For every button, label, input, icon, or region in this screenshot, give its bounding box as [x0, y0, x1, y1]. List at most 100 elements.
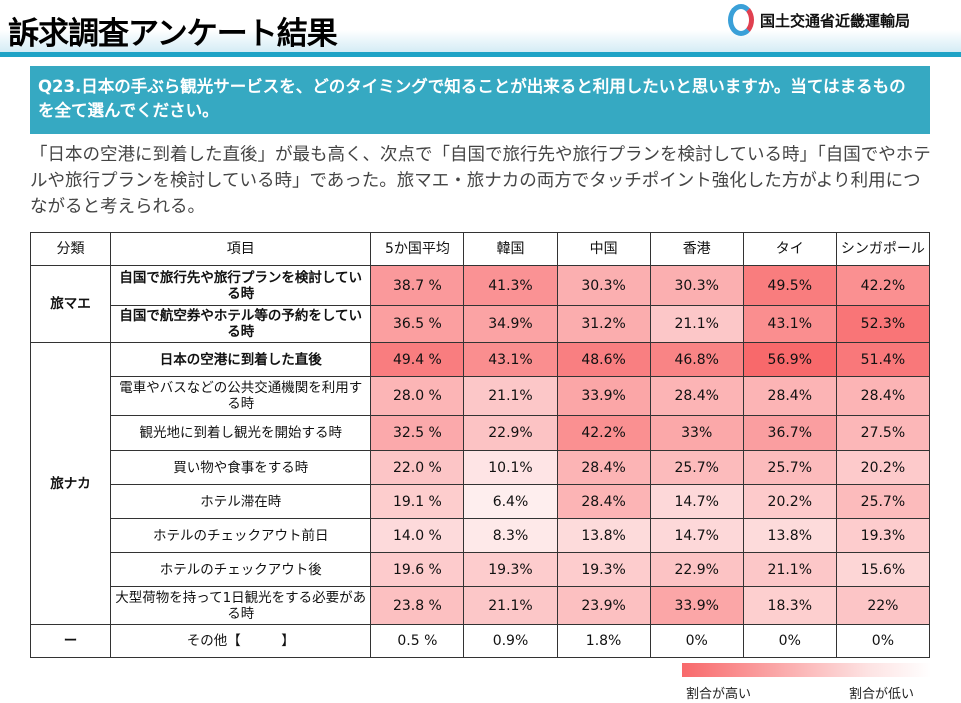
value-cell: 28.4%: [556, 450, 651, 485]
value-cell: 46.8%: [649, 342, 744, 377]
item-cell: ホテルのチェックアウト後: [110, 552, 372, 587]
value-cell: 13.8%: [556, 518, 651, 553]
value-cell: 31.2%: [556, 305, 651, 343]
value-cell: 0%: [835, 624, 931, 658]
value-cell: 33.9%: [649, 586, 744, 625]
item-cell: その他【 】: [110, 624, 372, 658]
value-cell: 18.3%: [742, 586, 837, 625]
value-cell: 23.9%: [556, 586, 651, 625]
value-cell: 42.2%: [556, 415, 651, 451]
value-cell: 22.9%: [649, 552, 744, 587]
value-cell: 36.5 %: [370, 305, 465, 343]
value-cell: 41.3%: [463, 265, 558, 306]
column-header: タイ: [742, 232, 837, 266]
value-cell: 38.7 %: [370, 265, 465, 306]
item-cell: 買い物や食事をする時: [110, 450, 372, 485]
table-row: 旅マエ 自国で旅行先や旅行プランを検討している時 38.7 % 41.3% 30.3% 3…: [29, 265, 931, 343]
legend-high: 割合が高い: [686, 687, 752, 702]
value-cell: 10.1%: [463, 450, 558, 485]
table-row: ホテルのチェックアウト前日 14.0 % 8.3% 13.8% 14.7% 13.8% 19…: [31, 518, 931, 553]
value-cell: 0.9%: [463, 624, 558, 658]
table-row: 電車やバスなどの公共交通機関を利用する時 28.0 % 21.1% 33.9% 28.4…: [31, 376, 931, 416]
value-cell: 49.5%: [742, 265, 837, 306]
table-row: 大型荷物を持って1日観光をする必要がある時 23.8 % 21.1% 23.9% 33.…: [31, 586, 931, 625]
column-header: シンガポール: [835, 232, 931, 266]
value-cell: 27.5%: [835, 415, 931, 451]
value-cell: 28.4%: [835, 376, 931, 416]
value-cell: 19.3%: [463, 552, 558, 587]
table-row: 旅ナカ 日本の空港に到着した直後 49.4 % 43.1% 48.6% 46.8% 56.9…: [29, 342, 931, 625]
value-cell: 51.4%: [835, 342, 931, 377]
item-cell: 自国で航空券やホテル等の予約をしている時: [110, 305, 372, 343]
value-cell: 20.2%: [742, 484, 837, 519]
value-cell: 56.9%: [742, 342, 837, 377]
table-row: ホテルのチェックアウト後 19.6 % 19.3% 19.3% 22.9% 21.1% 15…: [31, 552, 931, 587]
table-row: 自国で航空券やホテル等の予約をしている時 36.5 % 34.9% 31.2% 21.1…: [31, 305, 931, 343]
legend-low: 割合が低い: [849, 687, 915, 702]
table-row: 買い物や食事をする時 22.0 % 10.1% 28.4% 25.7% 25.7% 20.2…: [31, 450, 931, 485]
value-cell: 43.1%: [742, 305, 837, 343]
item-cell: 日本の空港に到着した直後: [110, 342, 372, 377]
table-row: 観光地に到着し観光を開始する時 32.5 % 22.9% 42.2% 33% 36.7% 2…: [31, 415, 931, 451]
value-cell: 36.7%: [742, 415, 837, 451]
value-cell: 28.4%: [742, 376, 837, 416]
table-row: ホテル滞在時 19.1 % 6.4% 28.4% 14.7% 20.2% 25.7%: [31, 484, 931, 519]
value-cell: 48.6%: [556, 342, 651, 377]
value-cell: 14.7%: [649, 518, 744, 553]
item-cell: ホテルのチェックアウト前日: [110, 518, 372, 553]
question-box: Q23.日本の手ぶら観光サービスを、どのタイミングで知ることが出来ると利用したい…: [30, 66, 930, 134]
value-cell: 21.1%: [649, 305, 744, 343]
column-header: 韓国: [463, 232, 558, 266]
summary-text: 「日本の空港に到着した直後」が最も高く、次点で「自国で旅行先や旅行プランを検討し…: [30, 145, 931, 217]
item-cell: 観光地に到着し観光を開始する時: [110, 415, 372, 451]
value-cell: 21.1%: [742, 552, 837, 587]
value-cell: 42.2%: [835, 265, 931, 306]
value-cell: 52.3%: [835, 305, 931, 343]
value-cell: 14.7%: [649, 484, 744, 519]
value-cell: 19.6 %: [370, 552, 465, 587]
item-cell: 大型荷物を持って1日観光をする必要がある時: [110, 586, 372, 625]
value-cell: 13.8%: [742, 518, 837, 553]
org-logo: 国土交通省近畿運輸局: [728, 4, 910, 36]
value-cell: 0.5 %: [370, 624, 465, 658]
item-cell: 電車やバスなどの公共交通機関を利用する時: [110, 376, 372, 416]
column-header: 中国: [556, 232, 651, 266]
value-cell: 15.6%: [835, 552, 931, 587]
value-cell: 19.1 %: [370, 484, 465, 519]
value-cell: 6.4%: [463, 484, 558, 519]
value-cell: 34.9%: [463, 305, 558, 343]
value-cell: 43.1%: [463, 342, 558, 377]
value-cell: 28.4%: [556, 484, 651, 519]
page-title: 訴求調査アンケート結果: [8, 16, 338, 52]
header-line: [0, 52, 961, 57]
value-cell: 25.7%: [835, 484, 931, 519]
value-cell: 1.8%: [556, 624, 651, 658]
column-header: 項目: [110, 232, 372, 266]
value-cell: 23.8 %: [370, 586, 465, 625]
value-cell: 25.7%: [649, 450, 744, 485]
value-cell: 49.4 %: [370, 342, 465, 377]
item-cell: ホテル滞在時: [110, 484, 372, 519]
header-band: [0, 30, 961, 52]
value-cell: 22.9%: [463, 415, 558, 451]
category-cell: 旅ナカ: [29, 342, 112, 625]
value-cell: 14.0 %: [370, 518, 465, 553]
value-cell: 28.4%: [649, 376, 744, 416]
value-cell: 33%: [649, 415, 744, 451]
value-cell: 21.1%: [463, 376, 558, 416]
column-header: 分類: [29, 232, 112, 266]
table-row: ーその他【 】 0.5 % 0.9% 1.8% 0% 0% 0%: [29, 624, 931, 658]
results-table: 分類 項目 5か国平均 韓国 中国 香港 タイ シンガポール 旅マエ 自国で旅行先や旅行プランを検…: [29, 232, 931, 658]
value-cell: 32.5 %: [370, 415, 465, 451]
category-cell: 旅マエ: [29, 265, 112, 343]
value-cell: 33.9%: [556, 376, 651, 416]
legend-gradient: [682, 663, 931, 677]
item-cell: 自国で旅行先や旅行プランを検討している時: [110, 265, 372, 306]
column-header: 香港: [649, 232, 744, 266]
value-cell: 19.3%: [556, 552, 651, 587]
value-cell: 0%: [742, 624, 837, 658]
value-cell: 30.3%: [649, 265, 744, 306]
value-cell: 20.2%: [835, 450, 931, 485]
org-name: 国土交通省近畿運輸局: [760, 11, 911, 30]
logo-icon: [728, 4, 754, 36]
